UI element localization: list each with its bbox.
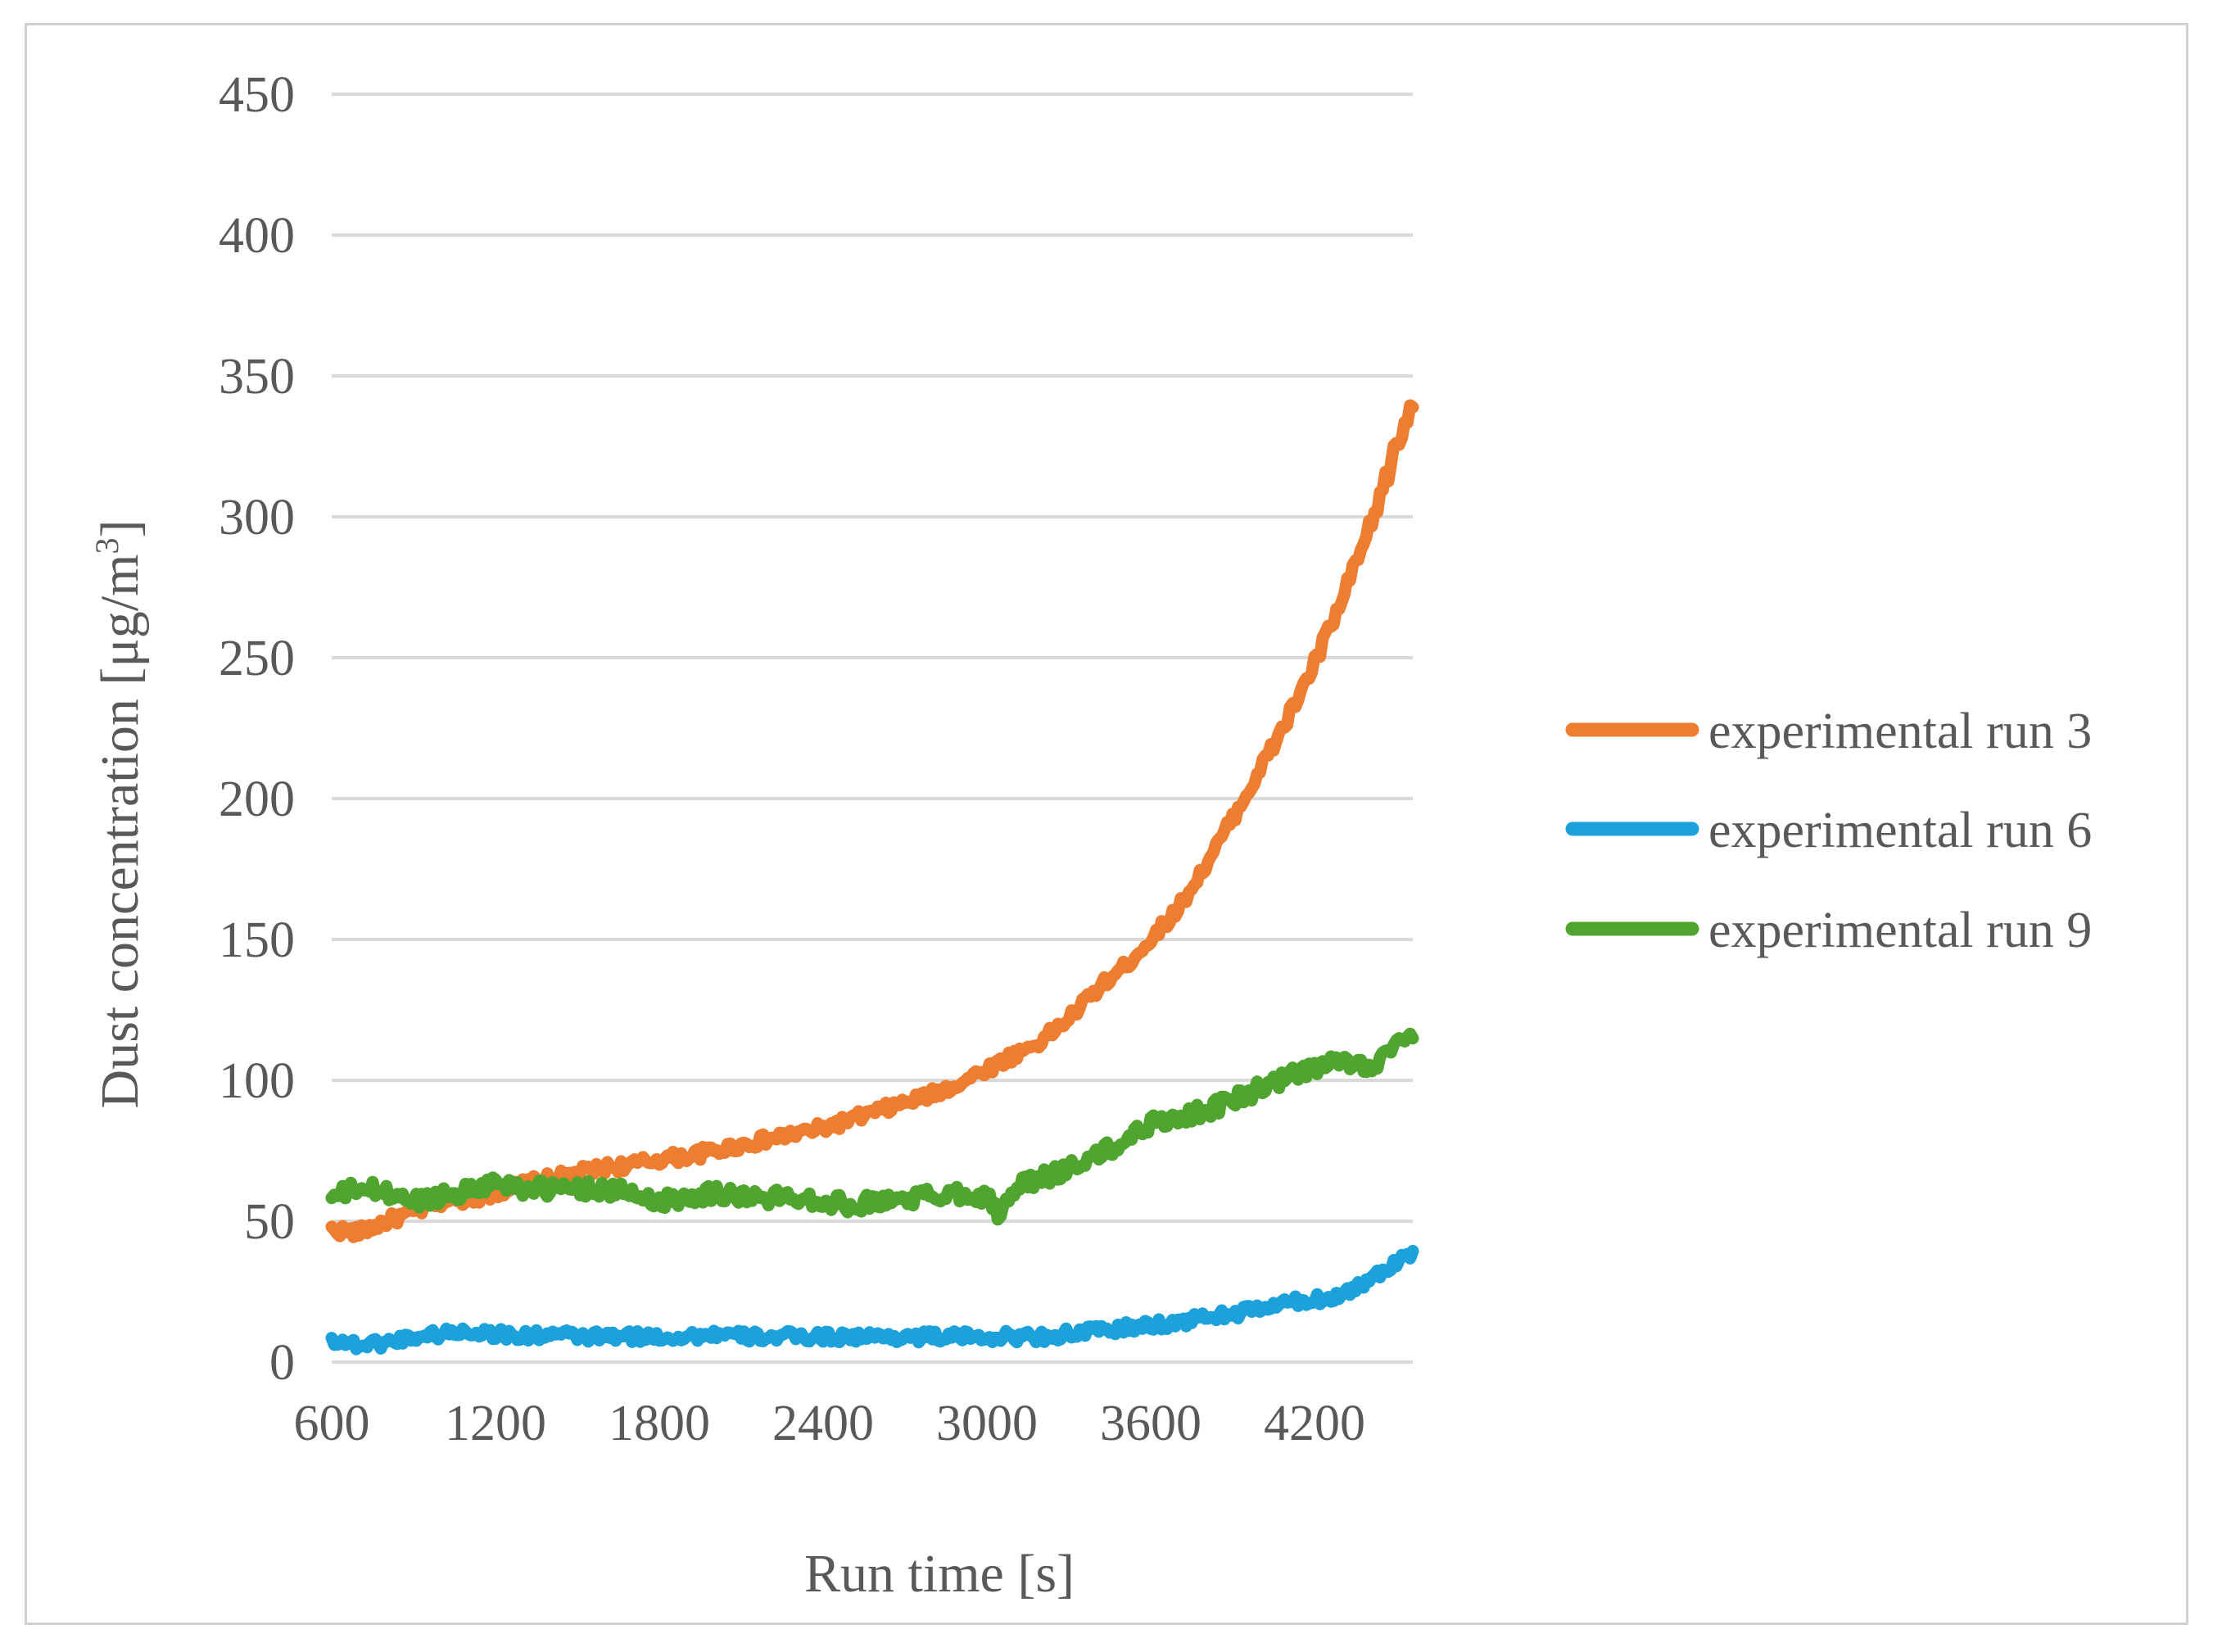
x-tick-label: 2400 — [772, 1396, 874, 1451]
x-tick-label: 4200 — [1264, 1396, 1365, 1451]
y-tick-label: 300 — [219, 490, 295, 545]
legend: experimental run 3 experimental run 6 expe… — [1565, 704, 2092, 958]
y-tick-label: 400 — [219, 208, 295, 264]
y-axis-title: Dust concentration [μg/m3] — [88, 520, 150, 1109]
series-lines — [325, 399, 1419, 1356]
y-tick-label: 250 — [219, 631, 295, 686]
y-tick-label: 450 — [219, 67, 295, 123]
x-tick-label: 1200 — [445, 1396, 546, 1451]
series-line-experimental-run-3 — [325, 399, 1419, 1243]
gridlines — [332, 93, 1413, 1364]
series-line-experimental-run-9 — [325, 1027, 1419, 1226]
chart-frame — [25, 23, 2188, 1625]
y-tick-label: 50 — [244, 1194, 295, 1250]
y-axis-tick-labels: 0 50 100 150 200 250 300 350 400 450 — [219, 67, 295, 1391]
x-tick-label: 3000 — [936, 1396, 1038, 1451]
legend-label: experimental run 6 — [1708, 803, 2092, 858]
y-tick-label: 200 — [219, 772, 295, 827]
legend-label: experimental run 3 — [1708, 704, 2092, 759]
legend-label: experimental run 9 — [1708, 903, 2092, 958]
x-tick-label: 1800 — [609, 1396, 710, 1451]
y-axis-title-close: ] — [90, 520, 150, 538]
y-tick-label: 100 — [219, 1053, 295, 1109]
series-line-experimental-run-6 — [325, 1244, 1419, 1356]
x-axis-tick-labels: 600 1200 1800 2400 3000 3600 4200 — [294, 1396, 1366, 1451]
x-axis-title: Run time [s] — [804, 1544, 1075, 1604]
y-axis-title-superscript: 3 — [88, 538, 125, 554]
x-tick-label: 600 — [294, 1396, 370, 1451]
x-tick-label: 3600 — [1100, 1396, 1202, 1451]
y-tick-label: 350 — [219, 349, 295, 405]
y-tick-label: 0 — [269, 1335, 295, 1391]
y-axis-title-main: Dust concentration [μg/m — [90, 554, 150, 1109]
y-tick-label: 150 — [219, 912, 295, 968]
